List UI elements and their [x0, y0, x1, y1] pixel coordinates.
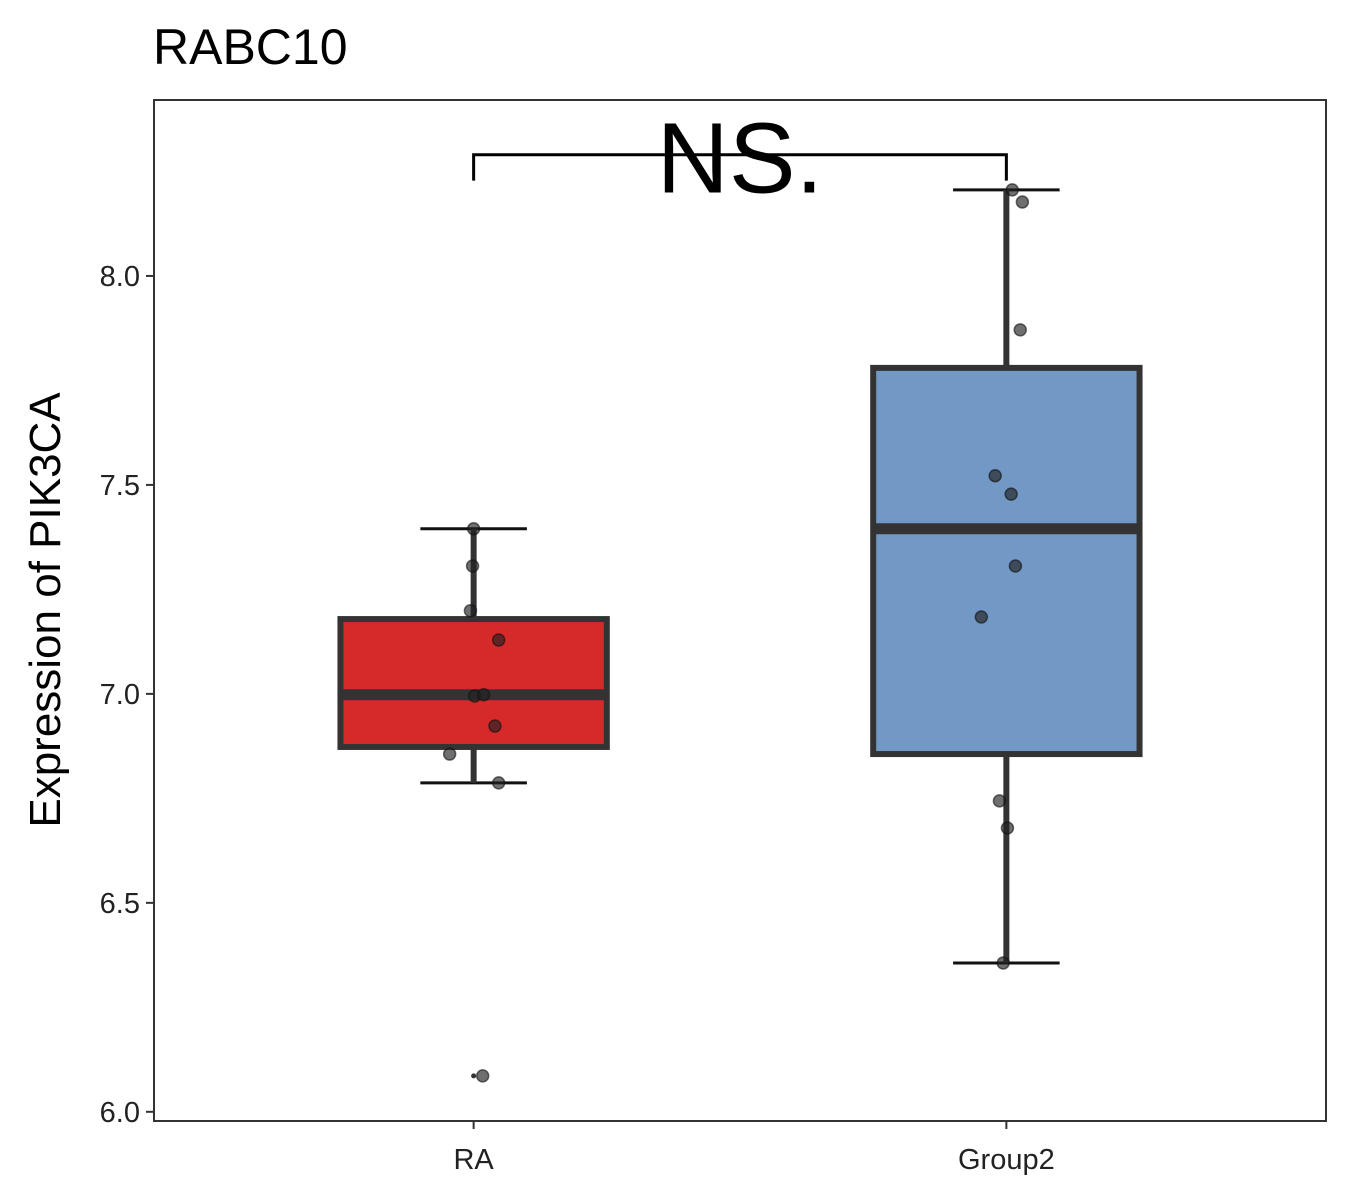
significance-label: NS.	[657, 103, 824, 215]
data-point	[466, 522, 481, 536]
y-axis-label: Expression of PIK3CA	[21, 392, 70, 828]
y-tick-label: 6.0	[100, 1097, 140, 1129]
outlier-point	[471, 1073, 477, 1079]
data-point	[1013, 323, 1027, 337]
data-point	[1005, 183, 1019, 197]
x-tick-label: Group2	[958, 1144, 1055, 1176]
data-point	[974, 610, 989, 624]
data-point	[988, 468, 1002, 483]
y-tick-label: 7.0	[100, 679, 140, 711]
y-tick-label: 8.0	[100, 261, 140, 293]
data-point	[996, 956, 1010, 970]
data-point	[992, 794, 1007, 808]
significance-bracket	[472, 153, 1008, 181]
box-RA	[337, 616, 610, 750]
data-point	[1004, 487, 1018, 501]
data-point	[463, 603, 478, 618]
box-Group2	[870, 364, 1143, 758]
data-point	[465, 559, 480, 573]
y-tick-label: 7.5	[100, 470, 140, 502]
data-point	[1015, 195, 1030, 209]
data-point	[1000, 821, 1015, 835]
x-tick-label: RA	[453, 1144, 494, 1176]
data-point	[491, 776, 506, 790]
y-tick-label: 6.5	[100, 888, 140, 920]
plot-panel	[153, 99, 1327, 1122]
data-point	[491, 633, 506, 647]
data-point	[477, 687, 491, 702]
data-point	[1008, 559, 1023, 573]
data-point	[475, 1069, 490, 1083]
data-point	[488, 719, 502, 733]
data-point	[442, 747, 457, 761]
chart-title: RABC10	[153, 19, 348, 75]
